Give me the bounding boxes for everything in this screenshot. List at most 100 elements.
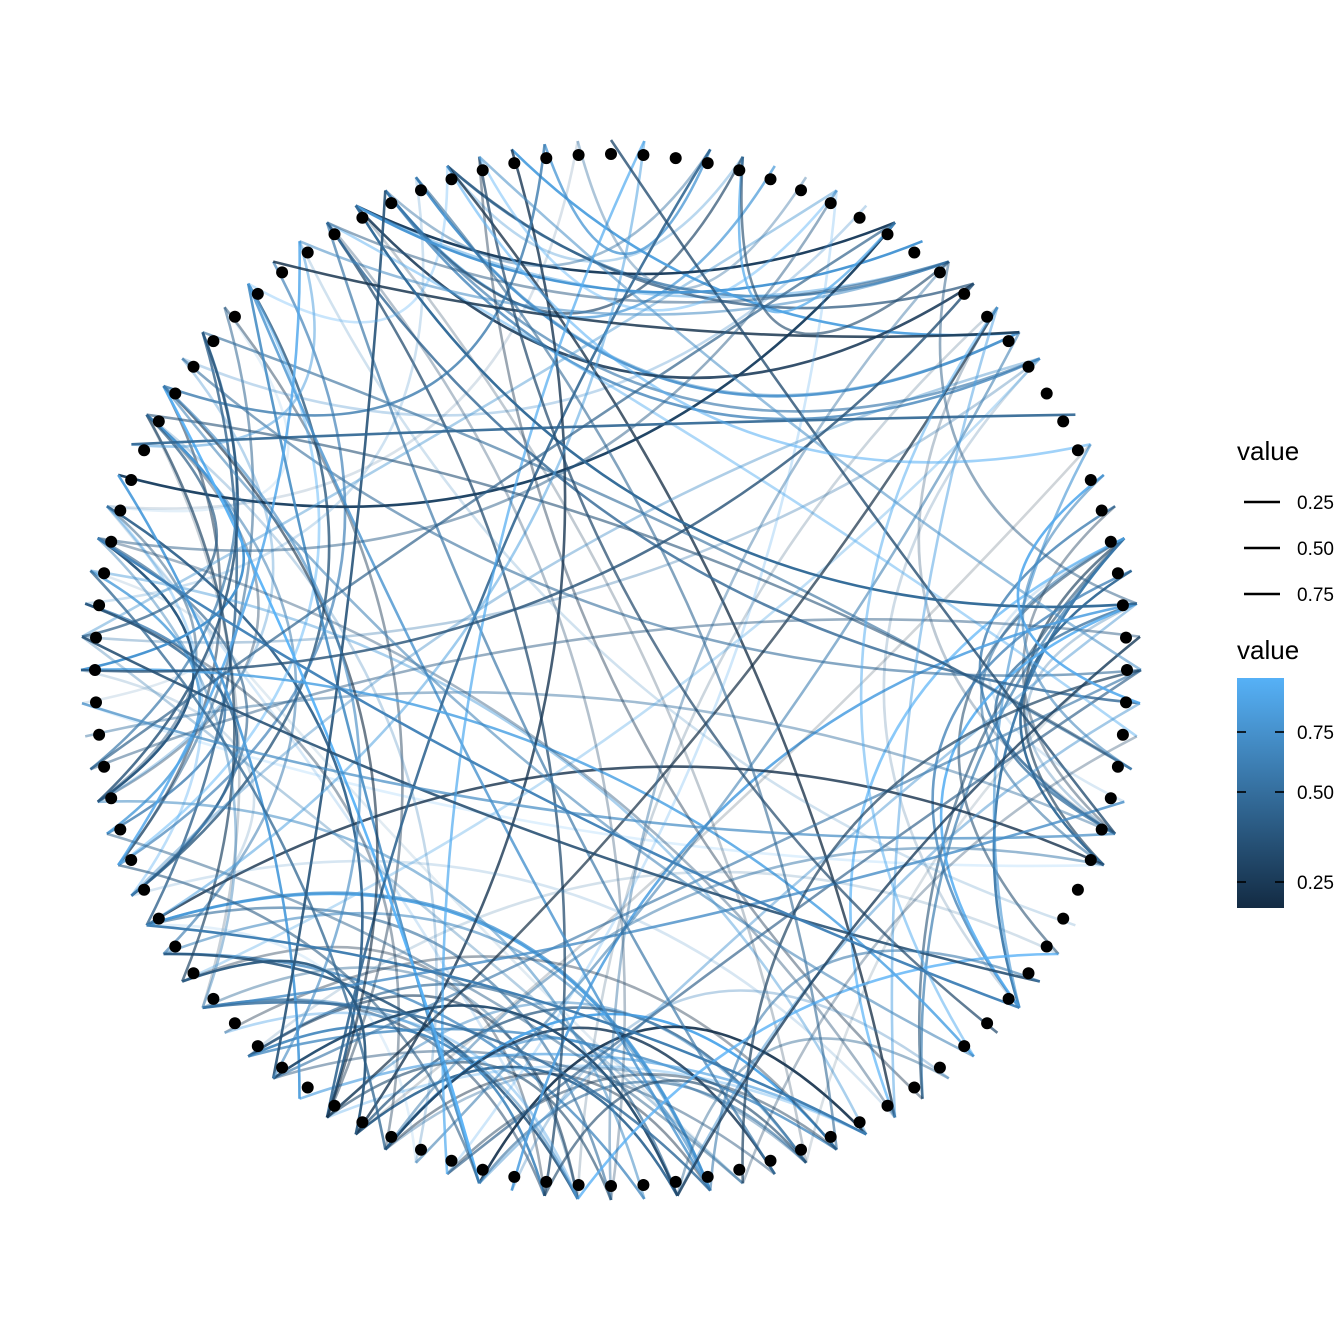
node-point bbox=[415, 184, 427, 197]
colour-legend-label-3: 0.75 bbox=[1297, 723, 1334, 744]
edge bbox=[81, 635, 744, 1185]
edge bbox=[130, 282, 331, 897]
node-point bbox=[933, 266, 946, 279]
node-point bbox=[795, 184, 807, 197]
edge bbox=[354, 204, 1137, 609]
node-point bbox=[1022, 967, 1035, 980]
edge bbox=[202, 1001, 712, 1192]
edge bbox=[246, 283, 481, 1184]
node-point bbox=[701, 157, 714, 170]
edge bbox=[446, 155, 744, 263]
edge bbox=[85, 177, 425, 605]
nodes-layer bbox=[89, 148, 1133, 1192]
edge bbox=[117, 241, 301, 866]
edge bbox=[146, 413, 1133, 771]
node-point bbox=[356, 211, 369, 224]
node-point bbox=[733, 164, 746, 177]
edge bbox=[80, 668, 256, 955]
edge bbox=[105, 505, 579, 1200]
edge bbox=[676, 1037, 950, 1197]
edge bbox=[162, 385, 379, 1118]
edge bbox=[355, 204, 923, 294]
edge bbox=[81, 413, 218, 638]
edge bbox=[804, 635, 1141, 1164]
node-point bbox=[152, 415, 165, 428]
edge bbox=[247, 983, 679, 1197]
edge bbox=[272, 260, 1020, 339]
edge bbox=[859, 306, 999, 1058]
colour-legend-label-2: 0.50 bbox=[1297, 783, 1334, 804]
edge bbox=[96, 505, 198, 803]
edge bbox=[709, 949, 1041, 1191]
edge bbox=[202, 966, 579, 1200]
node-point bbox=[356, 1116, 369, 1129]
node-point bbox=[187, 967, 200, 980]
node-point bbox=[1104, 535, 1117, 548]
edge bbox=[741, 668, 1142, 1184]
edge bbox=[576, 140, 808, 291]
edge bbox=[89, 569, 201, 835]
edge bbox=[741, 735, 1138, 1184]
node-point bbox=[1116, 599, 1129, 612]
edge bbox=[384, 189, 1041, 413]
edge bbox=[223, 306, 404, 1119]
edge bbox=[84, 602, 401, 1150]
node-point bbox=[1002, 335, 1015, 348]
edge bbox=[247, 870, 1060, 1058]
node-point bbox=[1095, 823, 1108, 836]
edge bbox=[882, 357, 1041, 1009]
edge bbox=[162, 385, 975, 1058]
edge bbox=[146, 924, 867, 1136]
edge bbox=[298, 240, 950, 316]
node-point bbox=[328, 1099, 341, 1112]
edge bbox=[384, 148, 712, 268]
node-point bbox=[881, 1099, 894, 1112]
edge bbox=[96, 331, 240, 803]
node-point bbox=[958, 287, 971, 300]
edge bbox=[224, 1011, 579, 1200]
edge bbox=[106, 505, 364, 1118]
node-point bbox=[251, 287, 264, 300]
node-point bbox=[328, 228, 341, 241]
edge bbox=[181, 357, 1041, 983]
node-point bbox=[572, 1179, 585, 1191]
node-point bbox=[508, 157, 521, 170]
edge bbox=[1016, 473, 1141, 705]
node-point bbox=[605, 1180, 617, 1192]
node-point bbox=[169, 940, 182, 953]
edge bbox=[223, 955, 838, 1151]
alpha-legend-label-1: 0.25 bbox=[1297, 493, 1334, 514]
node-point bbox=[1121, 664, 1133, 676]
edge bbox=[97, 413, 260, 803]
edge bbox=[326, 221, 950, 304]
edge bbox=[325, 222, 776, 1175]
node-point bbox=[1057, 912, 1070, 925]
edge bbox=[441, 140, 646, 1175]
colour-legend: value 0.75 0.50 0.25 bbox=[1237, 635, 1334, 908]
node-point bbox=[276, 1061, 289, 1074]
edge bbox=[477, 156, 999, 1034]
edge bbox=[202, 800, 1125, 1010]
edge bbox=[97, 799, 646, 1200]
node-point bbox=[89, 664, 101, 676]
node-point bbox=[476, 164, 489, 177]
edge bbox=[354, 149, 567, 1136]
edge bbox=[89, 618, 1141, 771]
colour-legend-label-1: 0.25 bbox=[1297, 873, 1334, 894]
node-point bbox=[207, 335, 220, 348]
node-point bbox=[98, 567, 111, 580]
node-point bbox=[385, 1130, 398, 1143]
edge bbox=[145, 413, 438, 1164]
node-point bbox=[1104, 792, 1117, 805]
edge bbox=[938, 261, 1138, 605]
edge bbox=[146, 923, 418, 1163]
node-point bbox=[981, 1017, 994, 1030]
node-point bbox=[853, 1116, 866, 1129]
edge bbox=[354, 1065, 679, 1197]
edge bbox=[202, 998, 579, 1200]
node-point bbox=[733, 1163, 746, 1176]
edge bbox=[130, 357, 1041, 897]
edge bbox=[117, 863, 481, 1184]
edge bbox=[740, 156, 950, 336]
